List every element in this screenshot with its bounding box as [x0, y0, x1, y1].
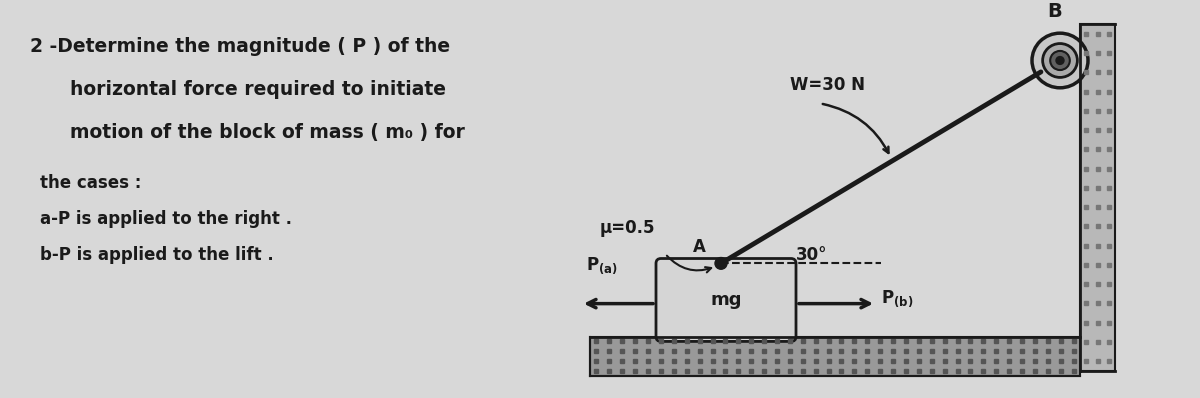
Text: horizontal force required to initiate: horizontal force required to initiate — [70, 80, 446, 99]
Text: a-P is applied to the right .: a-P is applied to the right . — [40, 210, 292, 228]
Text: A: A — [692, 238, 706, 256]
Text: $\mathbf{P_{(a)}}$: $\mathbf{P_{(a)}}$ — [586, 256, 618, 276]
Text: 2 -Determine the magnitude ( P ) of the: 2 -Determine the magnitude ( P ) of the — [30, 37, 450, 56]
Circle shape — [1056, 57, 1064, 64]
Text: motion of the block of mass ( m₀ ) for: motion of the block of mass ( m₀ ) for — [70, 123, 464, 142]
Text: B: B — [1048, 2, 1062, 21]
Bar — [590, 337, 1080, 376]
Text: mg: mg — [710, 291, 742, 309]
Circle shape — [1050, 51, 1070, 70]
Circle shape — [1032, 33, 1088, 88]
Bar — [1080, 24, 1115, 371]
Text: μ=0.5: μ=0.5 — [600, 219, 655, 238]
Text: W=30 N: W=30 N — [790, 76, 865, 94]
Text: the cases :: the cases : — [40, 174, 142, 192]
Text: b-P is applied to the lift .: b-P is applied to the lift . — [40, 246, 274, 264]
Circle shape — [715, 258, 727, 269]
Text: $\mathbf{P_{(b)}}$: $\mathbf{P_{(b)}}$ — [881, 289, 913, 309]
FancyBboxPatch shape — [656, 259, 796, 341]
Circle shape — [1043, 43, 1078, 78]
Text: 30°: 30° — [796, 246, 828, 264]
